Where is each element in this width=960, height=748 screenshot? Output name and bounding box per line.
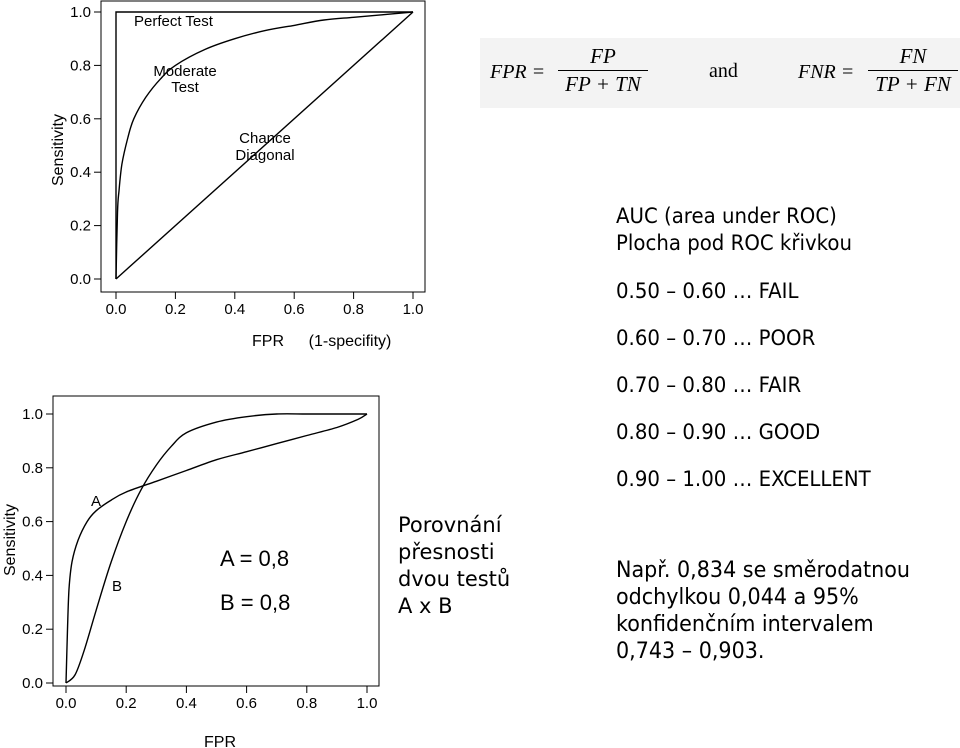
series-label: A (91, 493, 101, 510)
y-tick-label: 0.4 (22, 567, 43, 584)
auc-scale-item: 0.50 – 0.60 … FAIL (616, 279, 799, 303)
example-line: konfidenčním intervalem (616, 612, 874, 637)
x-axis-note: (1-specifity) (309, 333, 392, 350)
plot-frame (52, 395, 380, 687)
comparison-line: A x B (398, 594, 453, 618)
formula-panel: FPR = FP FP + TN and FNR = FN TP + FN (480, 38, 960, 108)
series-line-chance-diagonal (115, 11, 414, 280)
example-line: odchylkou 0,044 a 95% (616, 585, 859, 610)
y-tick-label: 0.6 (22, 514, 43, 531)
fnr-fraction: FN TP + FN (868, 43, 958, 98)
annotation-line: Chance (239, 130, 291, 147)
fpr-label: FPR = (490, 61, 546, 83)
plot-frame (100, 0, 426, 293)
y-tick-label: 0.8 (22, 460, 43, 477)
x-tick-label: 0.4 (176, 695, 197, 712)
auc-values: A = 0,8 B = 0,8 (220, 537, 290, 625)
x-tick-label: 0.6 (236, 695, 257, 712)
auc-value-b: B = 0,8 (220, 590, 291, 615)
annotation-line: Test (171, 79, 199, 96)
comparison-line: přesnosti (398, 540, 495, 564)
auc-scale-item: 0.60 – 0.70 … POOR (616, 326, 816, 350)
y-axis-label: Sensitivity (2, 504, 19, 576)
comparison-line: dvou testů (398, 567, 511, 591)
x-tick-label: 0.8 (343, 301, 364, 318)
example-text: Např. 0,834 se směrodatnou odchylkou 0,0… (616, 557, 910, 665)
y-axis-label: Sensitivity (50, 114, 67, 186)
y-tick-label: 0.2 (70, 218, 91, 235)
comparison-line: Porovnání (398, 513, 502, 537)
auc-scale-item: 0.70 – 0.80 … FAIR (616, 373, 802, 397)
auc-title: AUC (area under ROC) Plocha pod ROC křiv… (616, 203, 852, 257)
y-tick-label: 0.2 (22, 621, 43, 638)
fpr-fraction: FP FP + TN (558, 43, 648, 98)
x-tick-label: 1.0 (403, 301, 424, 318)
auc-scale-item: 0.90 – 1.00 … EXCELLENT (616, 467, 871, 491)
example-line: Např. 0,834 se směrodatnou (616, 558, 910, 583)
fnr-label: FNR = (798, 61, 855, 83)
x-tick-label: 0.6 (284, 301, 305, 318)
auc-title-line: Plocha pod ROC křivkou (616, 231, 852, 255)
x-tick-label: 0.0 (56, 695, 77, 712)
example-line: 0,743 – 0,903. (616, 639, 765, 664)
x-axis-label: FPR (252, 333, 284, 350)
fpr-denominator: FP + TN (558, 70, 648, 98)
annotation-line: Diagonal (235, 147, 294, 164)
roc-chart-bottom: 0.0 0.2 0.4 0.6 0.8 1.0 0.0 0.2 0.4 0.6 0.8 1.0 FPR S… (2, 395, 380, 748)
annotation-line: Moderate (153, 63, 216, 80)
series-line-perfect-test (115, 11, 413, 279)
series-line-moderate-test (115, 11, 414, 280)
and-word: and (709, 60, 738, 82)
auc-title-line: AUC (area under ROC) (616, 204, 837, 228)
series-line-b (65, 413, 367, 684)
x-tick-label: 0.0 (106, 301, 127, 318)
series-line-a (65, 413, 368, 684)
x-axis-label: FPR (204, 734, 236, 748)
fpr-numerator: FP (590, 44, 616, 68)
auc-value-a: A = 0,8 (220, 546, 290, 571)
annotation-line: Perfect Test (134, 13, 214, 30)
y-tick-label: 1.0 (70, 4, 91, 21)
x-tick-label: 0.4 (224, 301, 245, 318)
x-tick-label: 0.2 (116, 695, 137, 712)
y-tick-label: 0.0 (70, 271, 91, 288)
x-tick-label: 0.2 (165, 301, 186, 318)
annotation-label: Perfect Test (134, 13, 214, 30)
auc-scale-list: 0.50 – 0.60 … FAIL 0.60 – 0.70 … POOR 0.… (616, 278, 871, 513)
y-tick-label: 0.6 (70, 111, 91, 128)
series-label: B (112, 578, 122, 595)
y-tick-label: 0.0 (22, 675, 43, 692)
fnr-numerator: FN (899, 44, 927, 68)
auc-scale-item: 0.80 – 0.90 … GOOD (616, 420, 821, 444)
x-tick-label: 1.0 (357, 695, 378, 712)
annotation-label: Moderate Test (153, 63, 216, 96)
y-tick-label: 0.8 (70, 57, 91, 74)
fnr-denominator: TP + FN (868, 70, 958, 98)
y-tick-label: 1.0 (22, 406, 43, 423)
roc-chart-top: 0.0 0.2 0.4 0.6 0.8 1.0 0.0 0.2 0.4 0.6 0.8 1.0 FPR (… (50, 0, 426, 350)
x-tick-label: 0.8 (296, 695, 317, 712)
annotation-label: Chance Diagonal (235, 130, 294, 164)
comparison-text: Porovnání přesnosti dvou testů A x B (398, 512, 510, 620)
y-tick-label: 0.4 (70, 164, 91, 181)
